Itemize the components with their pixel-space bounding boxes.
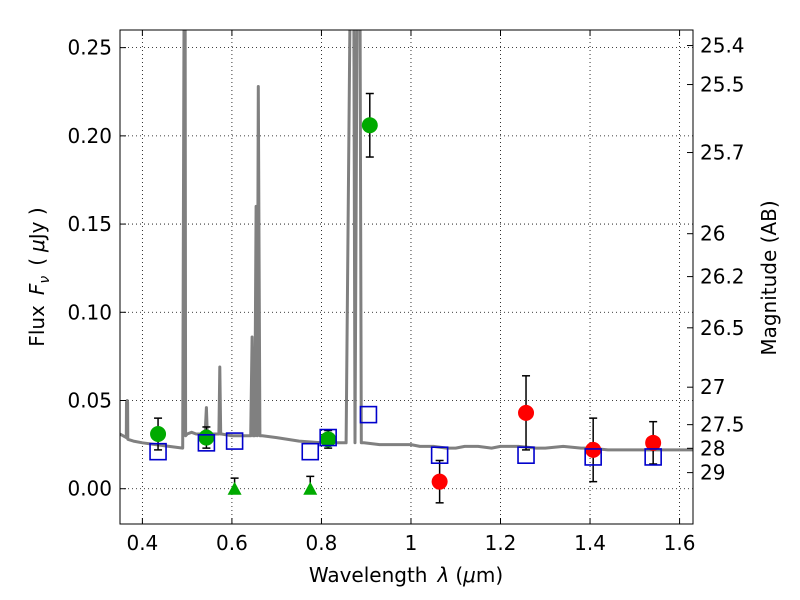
y-axis-left: 0.00 0.05 0.10 0.15 0.20 0.25	[67, 36, 126, 501]
nir-detections-point	[645, 434, 662, 451]
x-axis-title-unit-rest: m)	[476, 563, 503, 587]
y2-axis-title: Magnitude (AB)	[757, 200, 781, 355]
x-tick-label: 0.8	[306, 531, 338, 555]
y2-tick-label: 27	[700, 375, 725, 399]
y2-tick-label: 25.4	[700, 34, 745, 58]
y-axis-title-symbol: F	[25, 283, 49, 295]
model-photometry-point	[644, 448, 662, 466]
model-photometry-point	[319, 428, 337, 447]
y2-tick-label: 25.7	[700, 141, 745, 165]
y2-tick-label: 26	[700, 222, 725, 246]
model-photometry-point	[301, 442, 320, 461]
y-axis-title-unit-open: (	[25, 258, 49, 266]
y-tick-label: 0.25	[67, 36, 112, 60]
model-photometry-point	[197, 434, 216, 452]
model-photometry-point	[225, 432, 244, 450]
y-axis-title-prefix: Flux	[25, 305, 49, 347]
optical-detections-point	[198, 429, 215, 446]
model-photometry-point	[359, 405, 378, 424]
y2-tick-label: 26.5	[700, 316, 745, 340]
y2-tick-label: 26.2	[700, 265, 745, 289]
y-tick-label: 0.10	[67, 300, 112, 324]
x-axis-title-symbol: λ	[436, 563, 449, 587]
x-tick-label: 0.6	[216, 531, 248, 555]
optical-detections-point	[361, 117, 378, 134]
y-tick-label: 0.00	[67, 477, 112, 501]
model-photometry-point	[430, 446, 449, 464]
optical-detections-point	[150, 426, 167, 443]
optical-upper-limits-point	[227, 481, 242, 495]
nir-detections-point	[431, 473, 448, 490]
y2-tick-label: 29	[700, 461, 725, 485]
x-axis-title-prefix: Wavelength	[309, 563, 428, 587]
x-tick-label: 0.4	[126, 531, 158, 555]
y2-tick-label: 25.5	[700, 73, 745, 97]
y-tick-label: 0.05	[67, 389, 112, 413]
x-axis: 0.4 0.6 0.8 1 1.2 1.4 1.6	[126, 30, 695, 555]
model-photometry-point	[149, 442, 167, 461]
y-axis-title-unit-mu: μ	[25, 239, 49, 253]
spectrum-line	[120, 30, 693, 452]
nir-detections-point	[585, 441, 602, 458]
y2-tick-label: 27.5	[700, 413, 745, 437]
marker-layer	[149, 117, 662, 495]
y-tick-label: 0.20	[67, 124, 112, 148]
plot-background	[120, 30, 693, 524]
optical-upper-limits-point	[303, 481, 318, 495]
y-tick-label: 0.15	[67, 212, 112, 236]
nir-detections-point	[518, 404, 535, 421]
x-axis-title-unit-open: (	[455, 563, 463, 587]
x-axis-title: Wavelength λ (μm)	[309, 563, 503, 587]
x-tick-label: 1.2	[485, 531, 517, 555]
optical-detections-point	[320, 431, 337, 448]
x-tick-label: 1.4	[574, 531, 606, 555]
y2-tick-label: 28	[700, 436, 725, 460]
x-axis-title-unit-mu: μ	[462, 563, 476, 587]
y-axis-title-unit-rest: Jy )	[25, 207, 49, 241]
y-axis-title-symbol-sub: ν	[37, 276, 53, 284]
model-photometry-point	[584, 448, 602, 466]
x-tick-label: 1	[405, 531, 418, 555]
spectrum-layer	[120, 30, 693, 452]
x-tick-label: 1.6	[664, 531, 696, 555]
y-axis-title: Flux Fν ( μJy )	[25, 207, 53, 346]
model-photometry-point	[517, 446, 535, 464]
